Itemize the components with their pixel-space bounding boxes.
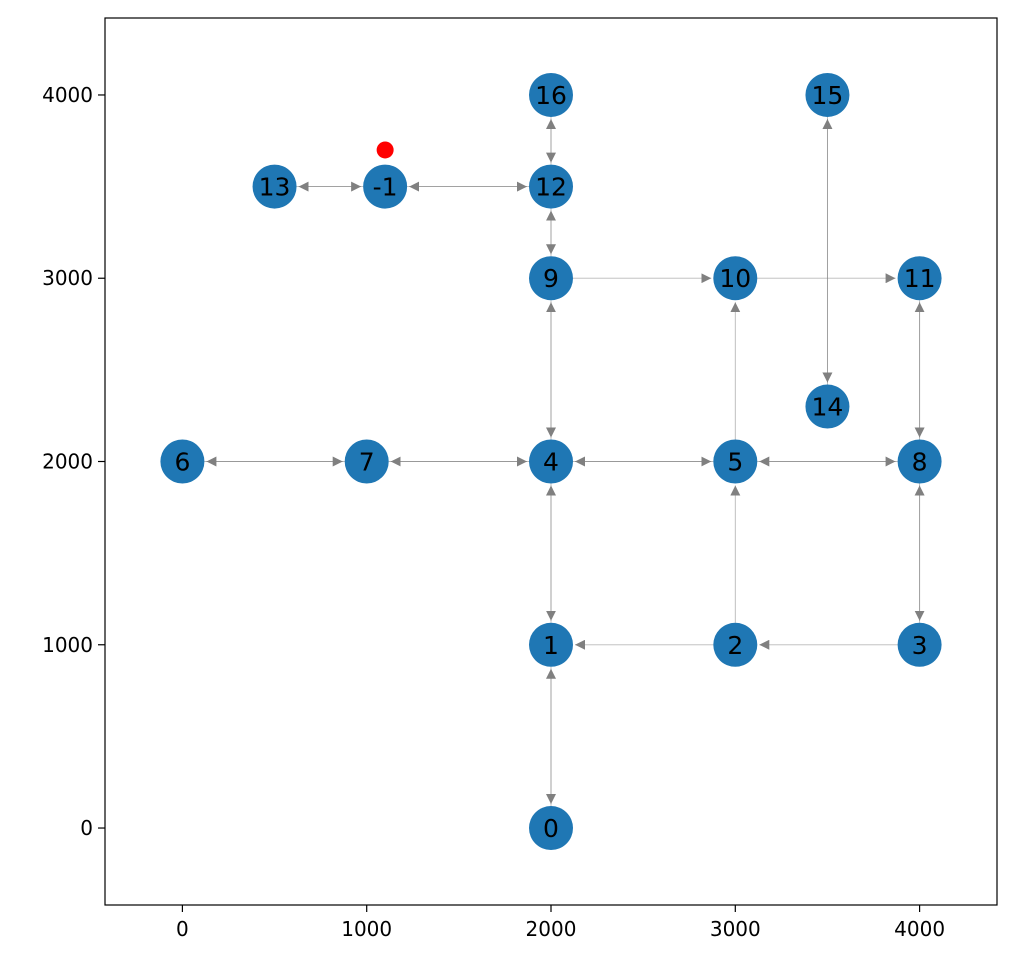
node-10: 10 bbox=[713, 256, 758, 301]
node-0: 0 bbox=[529, 806, 573, 851]
node-label: -1 bbox=[373, 173, 398, 202]
node-13: 13 bbox=[252, 164, 297, 209]
node--1: -1 bbox=[363, 164, 408, 209]
ticks-layer: 0 1000 2000 3000 4000 0 1000 2000 3000 4000 bbox=[42, 83, 945, 941]
node-circle bbox=[529, 256, 573, 301]
node-circle bbox=[713, 622, 758, 667]
node-circle bbox=[529, 622, 573, 667]
node-circle bbox=[897, 256, 942, 301]
node-label: 16 bbox=[535, 81, 567, 110]
y-tick-label: 2000 bbox=[42, 450, 93, 474]
node-9: 9 bbox=[529, 256, 573, 301]
node-label: 15 bbox=[812, 81, 844, 110]
node-circle bbox=[529, 439, 573, 484]
node-6: 6 bbox=[160, 439, 205, 484]
x-tick-label: 1000 bbox=[341, 917, 392, 941]
node-3: 3 bbox=[897, 622, 942, 667]
node-11: 11 bbox=[897, 256, 942, 301]
node-label: 12 bbox=[535, 173, 567, 202]
y-tick-label: 0 bbox=[80, 816, 93, 840]
x-tick-label: 0 bbox=[176, 917, 189, 941]
node-circle bbox=[529, 806, 573, 851]
node-circle bbox=[529, 164, 573, 209]
node-label: 14 bbox=[812, 393, 844, 422]
node-label: 13 bbox=[259, 173, 291, 202]
node-label: 9 bbox=[543, 264, 559, 293]
y-tick-label: 4000 bbox=[42, 83, 93, 107]
node-label: 6 bbox=[174, 448, 190, 477]
node-4: 4 bbox=[529, 439, 573, 484]
node-16: 16 bbox=[529, 72, 573, 117]
node-2: 2 bbox=[713, 622, 758, 667]
edges-layer bbox=[204, 116, 925, 807]
node-label: 10 bbox=[719, 264, 751, 293]
x-tick-label: 4000 bbox=[894, 917, 945, 941]
node-circle bbox=[713, 439, 758, 484]
node-label: 1 bbox=[543, 631, 559, 660]
node-label: 2 bbox=[727, 631, 743, 660]
node-circle bbox=[160, 439, 205, 484]
node-14: 14 bbox=[805, 384, 850, 429]
node-circle bbox=[897, 439, 942, 484]
node-label: 5 bbox=[727, 448, 743, 477]
node-label: 7 bbox=[359, 448, 375, 477]
node-12: 12 bbox=[529, 164, 573, 209]
y-tick-label: 3000 bbox=[42, 266, 93, 290]
y-tick-label: 1000 bbox=[42, 633, 93, 657]
x-tick-label: 3000 bbox=[710, 917, 761, 941]
node-circle bbox=[897, 622, 942, 667]
x-tick-label: 2000 bbox=[526, 917, 577, 941]
node-circle bbox=[805, 384, 850, 429]
node-label: 0 bbox=[543, 814, 559, 843]
node-circle bbox=[363, 164, 408, 209]
markers-layer bbox=[376, 141, 394, 159]
node-15: 15 bbox=[805, 72, 850, 117]
node-label: 3 bbox=[912, 631, 928, 660]
node-label: 11 bbox=[904, 264, 936, 293]
node-label: 8 bbox=[912, 448, 928, 477]
red-marker-point bbox=[376, 141, 394, 159]
node-circle bbox=[713, 256, 758, 301]
node-circle bbox=[805, 72, 850, 117]
node-circle bbox=[252, 164, 297, 209]
node-circle bbox=[529, 72, 573, 117]
node-5: 5 bbox=[713, 439, 758, 484]
node-8: 8 bbox=[897, 439, 942, 484]
node-circle bbox=[344, 439, 389, 484]
node-label: 4 bbox=[543, 448, 559, 477]
node-1: 1 bbox=[529, 622, 573, 667]
node-7: 7 bbox=[344, 439, 389, 484]
